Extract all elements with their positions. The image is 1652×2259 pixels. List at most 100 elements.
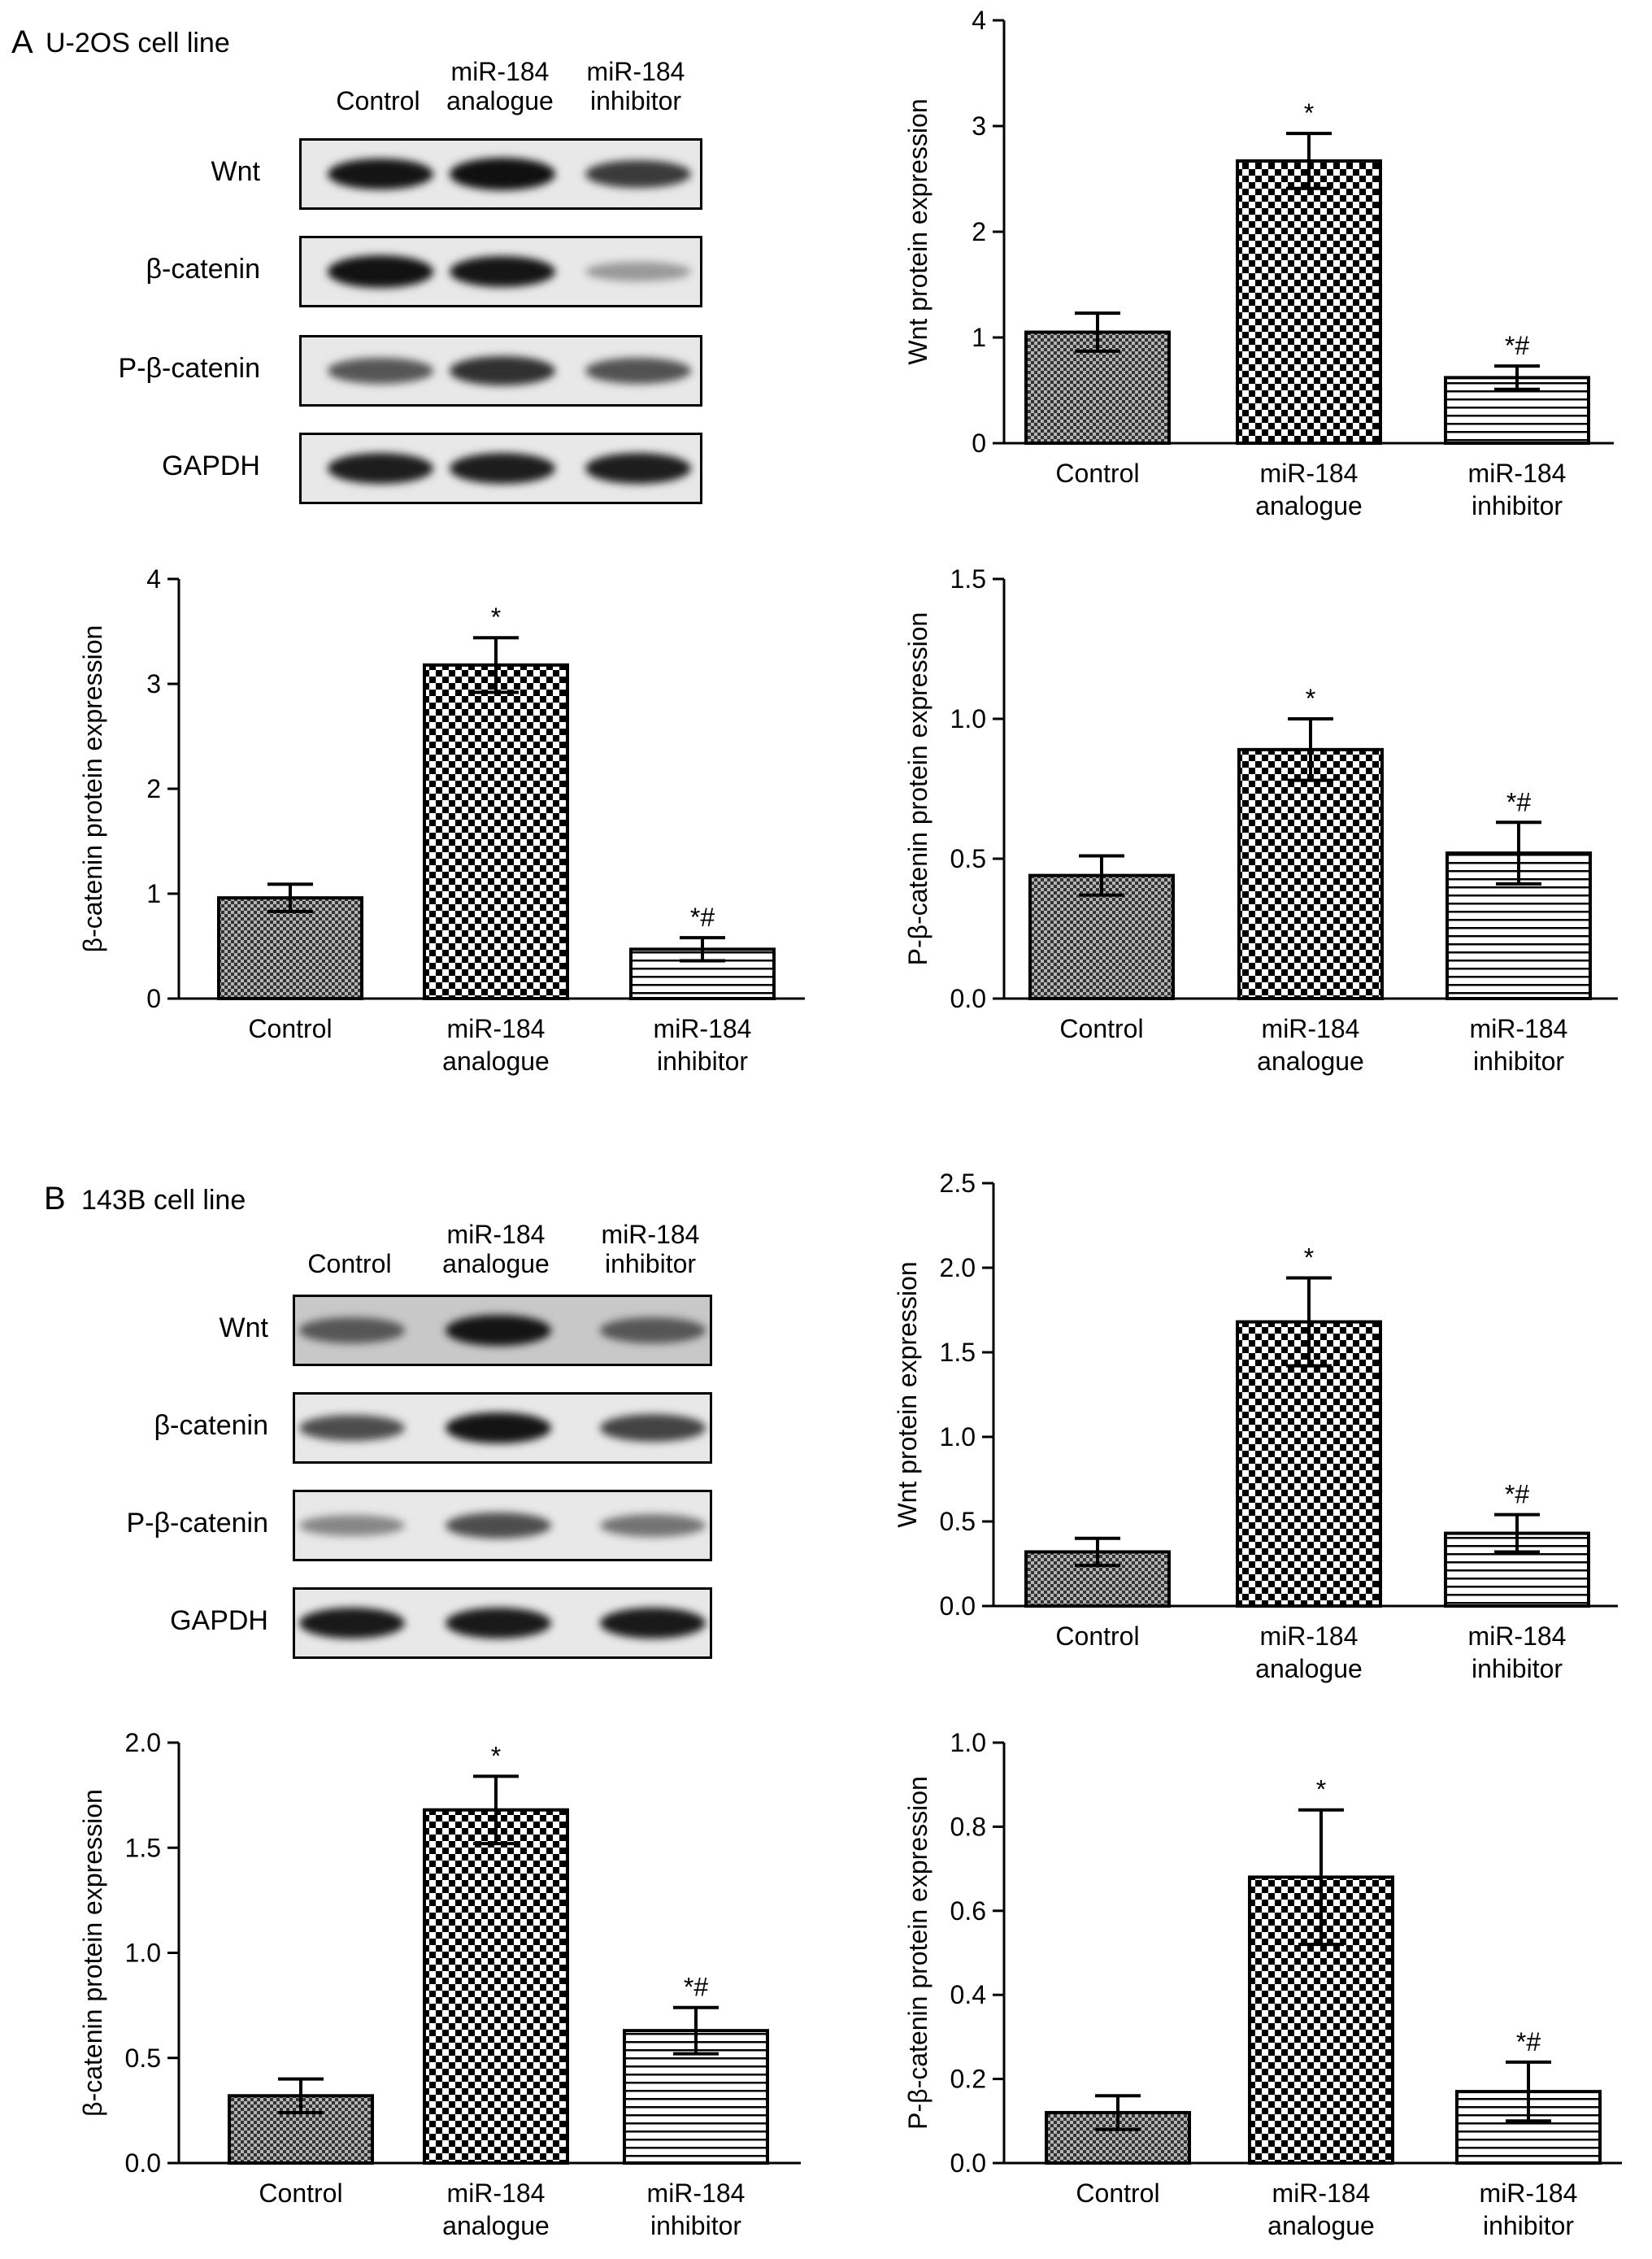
category-label: inhibitor	[1472, 1654, 1563, 1683]
y-tick-label: 4	[146, 564, 161, 594]
bar	[1248, 1875, 1394, 2165]
y-tick-label: 0	[972, 429, 986, 458]
blot-row-label: GAPDH	[170, 1605, 268, 1636]
y-axis-label: P-β-catenin protein expression	[903, 612, 933, 966]
category-label: analogue	[1255, 491, 1363, 520]
category-label: miR-184	[1468, 459, 1567, 488]
category-label: Control	[1055, 459, 1139, 488]
y-axis-label: Wnt protein expression	[893, 1261, 922, 1527]
y-tick-label: 1.0	[950, 1728, 986, 1757]
y-tick-label: 3	[972, 111, 986, 141]
blot-band	[450, 356, 555, 385]
y-axis-label: Wnt protein expression	[903, 98, 933, 364]
bar-chart-B-wnt: 0.0 0.5 1.0 1.5 2.0 2.5 Wnt protein expression…	[893, 1169, 1618, 1683]
y-tick-label: 2.0	[125, 1728, 161, 1757]
blot-row-label: P-β-catenin	[118, 353, 260, 384]
blot-band	[446, 1512, 551, 1539]
y-tick-label: 0.2	[950, 2065, 986, 2094]
category-label: miR-184	[1470, 1014, 1568, 1043]
blot-lane-header: miR-184 analogue	[446, 57, 554, 115]
panel-b-letter: B	[44, 1181, 66, 1217]
category-label: miR-184	[1260, 459, 1359, 488]
y-axis-label: β-catenin protein expression	[78, 625, 107, 953]
blot-band	[600, 1414, 706, 1442]
category-label: miR-184	[1272, 2178, 1371, 2208]
blot-band	[450, 158, 555, 190]
blot-band	[585, 453, 691, 484]
blot-band	[328, 358, 433, 384]
bar	[1028, 873, 1175, 1001]
blot-row-label: β-catenin	[154, 1410, 268, 1441]
significance-label: *	[491, 1741, 501, 1770]
category-label: miR-184	[1260, 1621, 1359, 1651]
y-tick-label: 2.0	[940, 1253, 976, 1282]
bar	[1446, 851, 1592, 1000]
category-label: inhibitor	[1473, 1047, 1564, 1076]
y-tick-label: 0.8	[950, 1812, 986, 1841]
category-label: analogue	[1255, 1654, 1363, 1683]
significance-label: *#	[684, 1973, 708, 2002]
bar-chart-B-bcat: 0.0 0.5 1.0 1.5 2.0 β-catenin protein express…	[78, 1728, 801, 2240]
blot-band	[328, 255, 433, 288]
bar	[228, 2094, 374, 2165]
bar	[1236, 1320, 1382, 1608]
category-label: Control	[1055, 1621, 1139, 1651]
category-label: Control	[259, 2178, 342, 2208]
blot-lane-header: Control	[307, 1249, 392, 1278]
bar-chart-A-pbcat: 0.0 0.5 1.0 1.5 P-β-catenin protein expressi…	[903, 564, 1618, 1076]
category-label: miR-184	[1262, 1014, 1360, 1043]
category-label: analogue	[1267, 2211, 1375, 2240]
significance-label: *#	[1506, 787, 1531, 816]
blot-band	[328, 158, 433, 190]
y-tick-label: 1.5	[950, 564, 986, 594]
bar	[1236, 159, 1382, 445]
significance-label: *#	[1516, 2027, 1541, 2057]
blot-row-label: β-catenin	[146, 254, 260, 285]
bar	[423, 663, 569, 1001]
category-label: analogue	[442, 1047, 550, 1076]
y-axis-label: P-β-catenin protein expression	[903, 1776, 933, 2130]
y-tick-label: 0.5	[125, 2044, 161, 2073]
blot-band	[299, 1515, 405, 1536]
y-tick-label: 0.5	[940, 1507, 976, 1536]
blot-band	[299, 1414, 405, 1442]
bar-chart-B-pbcat: 0.0 0.2 0.4 0.6 0.8 1.0 P-β-catenin protein ex…	[903, 1728, 1622, 2240]
blot-band	[585, 159, 691, 189]
y-tick-label: 1.5	[940, 1338, 976, 1367]
category-label: inhibitor	[1472, 491, 1563, 520]
y-tick-label: 1.0	[940, 1422, 976, 1452]
significance-label: *	[1306, 684, 1315, 713]
y-tick-label: 0.0	[950, 984, 986, 1013]
significance-label: *	[1304, 98, 1314, 128]
bar	[1237, 747, 1384, 1001]
blot-band	[585, 262, 691, 281]
blot-band	[299, 1607, 405, 1639]
blot-band	[585, 358, 691, 384]
bar	[1455, 2090, 1602, 2165]
blot-strip	[299, 138, 702, 210]
y-tick-label: 0.5	[950, 844, 986, 873]
y-tick-label: 4	[972, 6, 986, 35]
category-label: miR-184	[647, 2178, 746, 2208]
category-label: inhibitor	[650, 2211, 741, 2240]
blot-strip	[299, 236, 702, 307]
y-tick-label: 1.5	[125, 1833, 161, 1862]
y-tick-label: 2	[146, 774, 161, 803]
blot-lane-header: Control	[336, 86, 420, 115]
blot-band	[446, 1412, 551, 1444]
category-label: miR-184	[1468, 1621, 1567, 1651]
y-tick-label: 1	[146, 879, 161, 908]
blot-band	[299, 1317, 405, 1343]
bar	[423, 1808, 569, 2165]
significance-label: *	[1304, 1243, 1314, 1272]
blot-row-label: GAPDH	[162, 450, 260, 481]
panel-a-letter: A	[11, 24, 33, 60]
blot-lane-header: miR-184 analogue	[442, 1220, 550, 1278]
blot-strip	[293, 1295, 712, 1366]
blot-band	[600, 1514, 706, 1537]
category-label: inhibitor	[1483, 2211, 1574, 2240]
y-tick-label: 2.5	[940, 1169, 976, 1198]
blot-band	[450, 255, 555, 288]
y-tick-label: 0	[146, 984, 161, 1013]
